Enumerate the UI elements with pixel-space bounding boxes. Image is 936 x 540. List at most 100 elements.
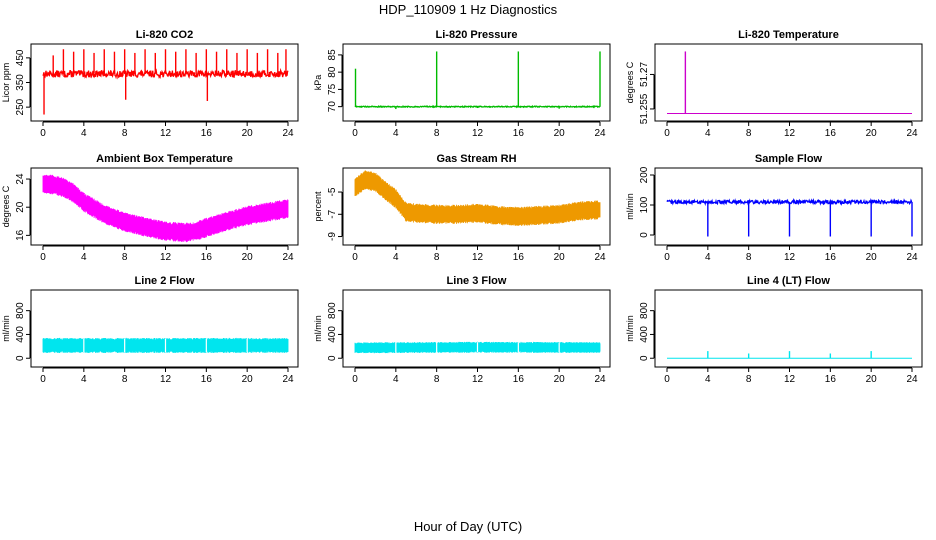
y-tick-label: -9 [327,232,338,241]
chart-panel: Sample Flowml/min0 4 8 12 16 20 240100200 [625,153,922,263]
x-tick-label: 24 [594,128,606,139]
panel-title: Gas Stream RH [436,153,516,165]
chart-panel: Line 4 (LT) Flow ml/min 0 4 8 12 16 20 24 0 400 800 [625,275,922,385]
y-tick-label: 75 [327,83,338,95]
x-tick-label: 12 [472,252,484,263]
panel-title: Li-820 CO2 [136,29,193,41]
y-tick-label: 100 [639,196,650,213]
x-tick-label: 8 [434,374,440,385]
x-tick-label: 8 [122,252,128,263]
chart-panel: Li-820 Temperature degrees C 0 4 8 12 16 20 24 51… [625,29,922,139]
chart-panel: Ambient Box Temperaturedegrees C0 4 8 12 16 2… [1,153,298,263]
x-tick-label: 0 [352,252,358,263]
data-layer [355,342,600,353]
panel-title: Ambient Box Temperature [96,153,233,165]
chart-panel: Line 2 Flow ml/min 0 4 8 12 16 20 24 0 400 800 [1,275,298,385]
x-tick-label: 20 [866,128,878,139]
y-axis-label: ml/min [625,193,635,220]
x-tick-label: 20 [242,374,254,385]
y-tick-label: 0 [639,232,650,238]
data-series [355,170,600,226]
x-tick-label: 12 [160,374,172,385]
x-tick-label: 16 [825,252,837,263]
x-tick-label: 16 [513,128,525,139]
x-tick-label: 0 [664,128,670,139]
y-tick-label: -7 [327,209,338,218]
x-tick-label: 20 [242,252,254,263]
x-tick-label: 4 [705,252,711,263]
panel-title: Li-820 Pressure [436,29,518,41]
chart-panel: Li-820 CO2 Licor ppm 0 4 8 12 16 20 24 250 350 450 [1,29,298,139]
x-tick-label: 0 [40,252,46,263]
y-tick-label: 400 [639,326,650,343]
y-tick-label: 80 [327,66,338,78]
x-tick-label: 8 [122,128,128,139]
y-tick-label: 51.255 [639,93,650,124]
x-tick-label: 20 [242,128,254,139]
data-layer [43,175,288,242]
x-tick-label: 16 [201,374,213,385]
x-tick-label: 12 [784,128,796,139]
x-tick-label: 4 [81,374,87,385]
figure-title: HDP_110909 1 Hz Diagnostics [379,2,558,17]
y-axis-label: percent [313,191,323,222]
x-tick-label: 4 [81,252,87,263]
data-layer [355,51,600,109]
x-tick-label: 8 [122,374,128,385]
chart-panel: Gas Stream RH percent 0 4 8 12 16 20 24 -9 -7 -5 [313,153,610,263]
x-tick-label: 0 [352,128,358,139]
x-tick-label: 0 [352,374,358,385]
x-tick-label: 4 [81,128,87,139]
x-tick-label: 16 [825,374,837,385]
x-tick-label: 20 [554,128,566,139]
y-tick-label: 800 [327,302,338,319]
chart-panel: Li-820 Pressure kPa 0 4 8 12 16 20 24 70 75 80 85 [313,29,610,139]
x-tick-label: 8 [746,128,752,139]
x-tick-label: 24 [282,128,294,139]
y-tick-label: 800 [15,302,26,319]
x-tick-label: 20 [866,374,878,385]
x-tick-label: 20 [554,374,566,385]
data-layer [43,49,288,114]
x-tick-label: 24 [282,252,294,263]
x-tick-label: 24 [594,374,606,385]
x-tick-label: 8 [434,128,440,139]
y-tick-label: 200 [639,166,650,183]
x-tick-label: 16 [513,252,525,263]
x-tick-label: 24 [594,252,606,263]
x-tick-label: 0 [664,374,670,385]
y-tick-label: 24 [15,173,26,185]
plot-frame [343,44,610,121]
y-tick-label: 0 [15,355,26,361]
data-layer [43,338,288,353]
y-axis-label: kPa [313,75,323,91]
y-tick-label: 51.27 [639,62,650,87]
x-tick-label: 12 [160,252,172,263]
plot-frame [655,290,922,367]
chart-panel: Line 3 Flow ml/min 0 4 8 12 16 20 24 0 400 800 [313,275,610,385]
y-axis-label: ml/min [313,315,323,342]
x-tick-label: 16 [825,128,837,139]
plot-frame [343,290,610,367]
data-layer [667,351,912,358]
x-tick-label: 0 [40,374,46,385]
x-tick-label: 12 [784,374,796,385]
x-tick-label: 12 [472,128,484,139]
y-tick-label: 0 [327,355,338,361]
x-tick-label: 16 [513,374,525,385]
x-tick-label: 20 [866,252,878,263]
y-axis-label: ml/min [1,315,11,342]
y-axis-label: degrees C [1,185,11,227]
x-tick-label: 12 [472,374,484,385]
plot-frame [655,44,922,121]
x-tick-label: 8 [746,252,752,263]
panel-title: Li-820 Temperature [738,29,839,41]
y-axis-label: degrees C [625,61,635,103]
x-tick-label: 8 [434,252,440,263]
plot-frame [655,168,922,245]
data-series [43,175,288,242]
x-tick-label: 12 [160,128,172,139]
x-tick-label: 24 [906,374,918,385]
y-axis-label: ml/min [625,315,635,342]
